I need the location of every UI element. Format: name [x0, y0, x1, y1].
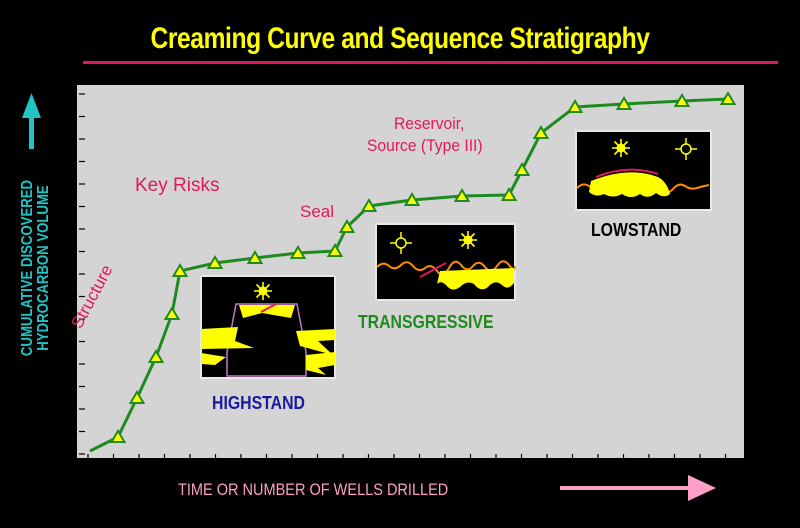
curve-marker [673, 93, 691, 107]
curve-marker [566, 99, 584, 113]
curve-marker [360, 198, 378, 212]
lowstand-label: LOWSTAND [591, 220, 682, 240]
sun-outline-icon [390, 232, 412, 254]
curve-marker [163, 306, 181, 320]
lowstand-inset [575, 130, 712, 211]
curve-marker [326, 243, 344, 257]
axis-ticks [79, 93, 727, 460]
curve-marker [246, 250, 264, 264]
sun-icon [254, 282, 272, 300]
highstand-inset [200, 275, 336, 379]
curve-marker [147, 349, 165, 363]
sediment-layer-right-2 [306, 352, 335, 375]
curve-markers [109, 91, 737, 443]
curve-marker [128, 390, 146, 404]
sediment-layer-right-1 [296, 329, 335, 355]
highstand-label: HIGHSTAND [212, 393, 305, 413]
transgressive-inset [375, 223, 516, 301]
sun-outline-icon [675, 138, 697, 160]
curve-marker [513, 162, 531, 176]
reservoir-risk-label-line1: Reservoir, [394, 114, 465, 133]
curve-marker [338, 219, 356, 233]
sediment-layer-left-2 [201, 353, 226, 365]
y-axis-arrow [22, 93, 41, 149]
risk-arrow [595, 168, 659, 178]
key-risks-heading: Key Risks [135, 175, 220, 196]
sun-icon [459, 231, 477, 249]
page-title: Creaming Curve and Sequence Stratigraphy [150, 22, 650, 55]
sun-icon [612, 139, 630, 157]
sediment-layer-left-1 [201, 327, 254, 349]
risk-arrow [260, 303, 277, 313]
seal-risk-label: Seal [300, 202, 335, 221]
title-underline [83, 61, 778, 64]
wave-line [376, 260, 516, 276]
sediment-wedge [437, 268, 514, 290]
lowstand-fan [589, 172, 670, 197]
structure-trap-shape [226, 303, 307, 377]
curve-marker [171, 263, 189, 277]
sediment-cap [239, 305, 295, 318]
curve-marker [500, 187, 518, 201]
curve-marker [719, 91, 737, 105]
risk-arrow [419, 262, 447, 278]
reservoir-risk-label-line2: Source (Type III) [367, 136, 483, 155]
transgressive-label: TRANSGRESSIVE [358, 312, 494, 332]
curve-marker [403, 192, 421, 206]
curve-marker [453, 188, 471, 202]
curve-marker [109, 429, 127, 443]
curve-marker [206, 255, 224, 269]
curve-marker [532, 125, 550, 139]
curve-marker [615, 96, 633, 110]
curve-marker [289, 245, 307, 259]
x-axis-arrow [560, 475, 716, 501]
x-axis-label: TIME OR NUMBER OF WELLS DRILLED [178, 481, 449, 499]
